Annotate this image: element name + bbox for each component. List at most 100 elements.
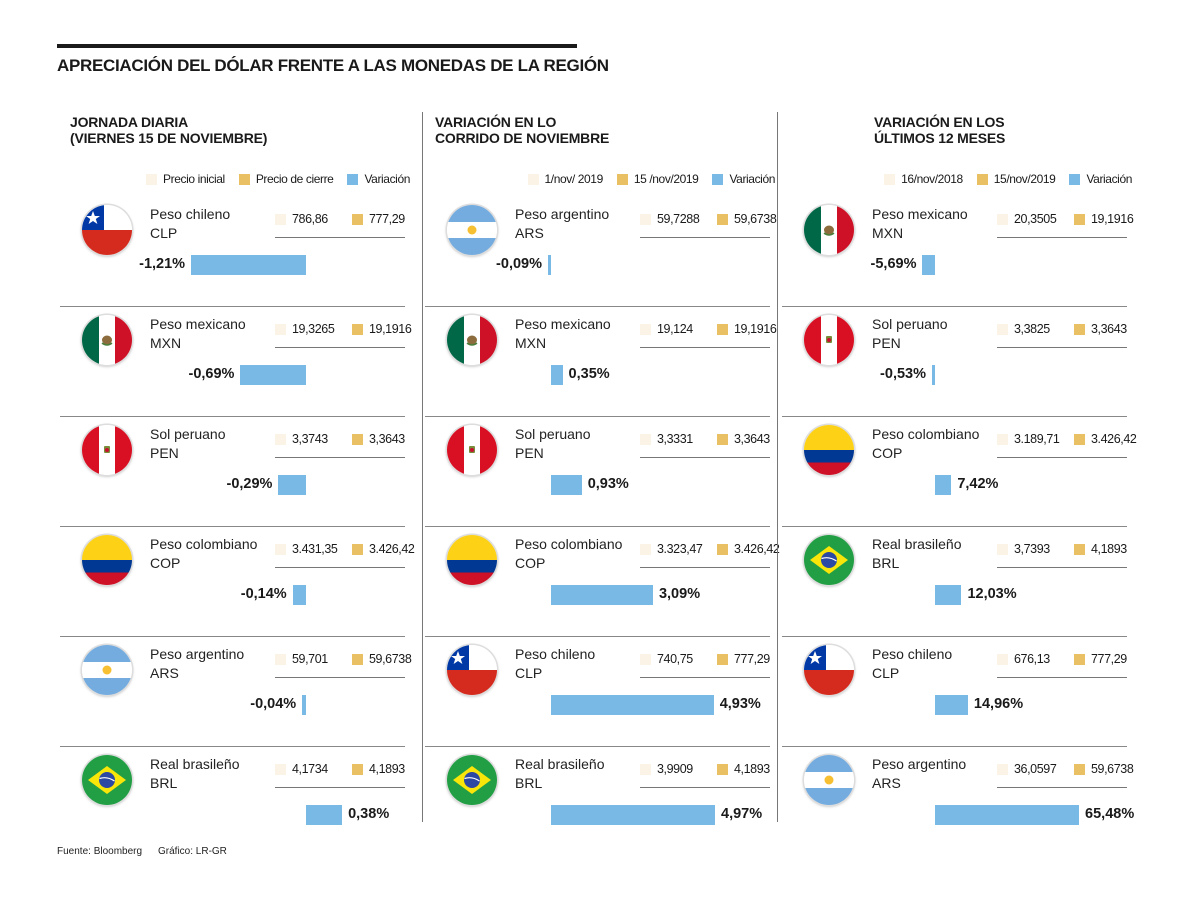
currency-name: Peso colombiano	[150, 536, 258, 552]
credit-note: Gráfico: LR-GR	[158, 846, 227, 857]
currency-row: Peso chileno CLP 786,86 777,29 -1,21%	[60, 197, 405, 307]
currency-name-block: Peso colombiano COP	[515, 535, 622, 573]
currency-row: Peso argentino ARS 36,0597 59,6738 65,48%	[782, 747, 1134, 857]
brazil-flag-icon	[447, 755, 497, 805]
variation-bar	[935, 695, 968, 715]
variation-label: 14,96%	[973, 696, 1024, 712]
initial-swatch	[275, 763, 286, 775]
variation-label: -0,69%	[188, 366, 235, 382]
initial-price-value: 59,7288	[657, 212, 700, 226]
price-values: 740,75 777,29	[640, 649, 770, 678]
currency-name: Real brasileño	[872, 536, 962, 552]
close-price: 3,3643	[1074, 322, 1127, 336]
row-separator	[425, 636, 770, 637]
initial-price-value: 3.189,71	[1014, 432, 1060, 446]
variation-bar	[240, 365, 306, 385]
currency-row: Peso colombiano COP 3.431,35 3.426,42 -0,14%	[60, 527, 415, 637]
currency-code: COP	[872, 445, 903, 461]
row-separator	[425, 746, 770, 747]
row-separator	[425, 306, 770, 307]
legend-label: Variación	[364, 172, 410, 186]
price-values: 19,124 19,1916	[640, 319, 777, 348]
initial-swatch	[275, 323, 286, 335]
variation-bar	[302, 695, 306, 715]
currency-name: Peso mexicano	[515, 316, 611, 332]
close-price: 59,6738	[352, 652, 412, 666]
close-price-value: 3.426,42	[1091, 432, 1137, 446]
row-separator	[782, 416, 1127, 417]
variation-label: 0,93%	[587, 476, 629, 492]
initial-swatch	[640, 543, 651, 555]
close-price-value: 19,1916	[734, 322, 777, 336]
initial-price-value: 19,124	[657, 322, 693, 336]
price-values: 36,0597 59,6738	[997, 759, 1134, 788]
panel-title: VARIACIÓN EN LOS ÚLTIMOS 12 MESES	[874, 114, 1005, 146]
price-values: 3,3825 3,3643	[997, 319, 1127, 348]
colombia-flag-icon	[804, 425, 854, 475]
currency-name: Peso argentino	[150, 646, 245, 662]
row-separator	[60, 746, 405, 747]
currency-code: ARS	[872, 775, 901, 791]
variation-label: -0,04%	[250, 696, 297, 712]
panel-title-line: VARIACIÓN EN LOS	[874, 114, 1005, 130]
initial-swatch	[275, 653, 286, 665]
close-price-value: 3.426,42	[369, 542, 415, 556]
initial-swatch	[275, 213, 286, 225]
close-price: 4,1893	[1074, 542, 1127, 556]
initial-price-value: 3,3331	[657, 432, 693, 446]
row-separator	[60, 306, 405, 307]
panel-title-line: ÚLTIMOS 12 MESES	[874, 130, 1006, 146]
currency-row: Peso mexicano MXN 19,3265 19,1916 -0,69%	[60, 307, 412, 417]
initial-price: 3.323,47	[640, 542, 703, 556]
currency-code: CLP	[872, 665, 900, 681]
close-price-value: 59,6738	[734, 212, 777, 226]
row-separator	[425, 526, 770, 527]
close-price: 777,29	[717, 652, 770, 666]
variation-bar	[922, 255, 935, 275]
variation-label: 65,48%	[1085, 806, 1135, 822]
chile-flag-icon	[82, 205, 132, 255]
currency-name: Peso chileno	[150, 206, 231, 222]
close-price: 3.426,42	[717, 542, 780, 556]
close-price: 4,1893	[717, 762, 770, 776]
currency-name-block: Sol peruano PEN	[515, 425, 591, 463]
initial-price-value: 3,3825	[1014, 322, 1050, 336]
close-price: 59,6738	[1074, 762, 1134, 776]
price-values: 786,86 777,29	[275, 209, 405, 238]
initial-price: 786,86	[275, 212, 328, 226]
currency-row: Peso mexicano MXN 19,124 19,1916 0,35%	[425, 307, 777, 417]
chile-flag-icon	[804, 645, 854, 695]
currency-name-block: Peso argentino ARS	[515, 205, 609, 243]
legend-item: Variación	[347, 172, 410, 186]
currency-name-block: Peso chileno CLP	[872, 645, 952, 683]
close-price: 777,29	[1074, 652, 1127, 666]
currency-code: BRL	[515, 775, 543, 791]
currency-name: Peso colombiano	[515, 536, 623, 552]
initial-swatch	[884, 173, 896, 185]
close-price: 3,3643	[717, 432, 770, 446]
initial-swatch	[527, 173, 539, 185]
panel-title-line: VARIACIÓN EN LO	[435, 114, 557, 130]
currency-name: Sol peruano	[515, 426, 591, 442]
row-separator	[782, 636, 1127, 637]
price-values: 676,13 777,29	[997, 649, 1127, 678]
currency-code: CLP	[150, 225, 178, 241]
initial-price: 3,3331	[640, 432, 693, 446]
row-separator	[425, 416, 770, 417]
price-values: 3,9909 4,1893	[640, 759, 770, 788]
currency-name: Peso mexicano	[872, 206, 968, 222]
title-rule	[57, 44, 577, 48]
initial-price-value: 20,3505	[1014, 212, 1057, 226]
close-price-value: 4,1893	[369, 762, 405, 776]
variation-label: 12,03%	[967, 586, 1017, 602]
initial-price: 20,3505	[997, 212, 1057, 226]
variation-label: -0,29%	[226, 476, 273, 492]
close-price: 777,29	[352, 212, 405, 226]
currency-row: Real brasileño BRL 4,1734 4,1893 0,38%	[60, 747, 405, 857]
legend: 1/nov/ 2019 15 /nov/2019 Variación	[527, 172, 775, 186]
currency-row: Sol peruano PEN 3,3825 3,3643 -0,53%	[782, 307, 1127, 417]
close-swatch	[1074, 763, 1085, 775]
currency-name: Peso argentino	[872, 756, 967, 772]
currency-code: CLP	[515, 665, 543, 681]
close-swatch	[717, 763, 728, 775]
